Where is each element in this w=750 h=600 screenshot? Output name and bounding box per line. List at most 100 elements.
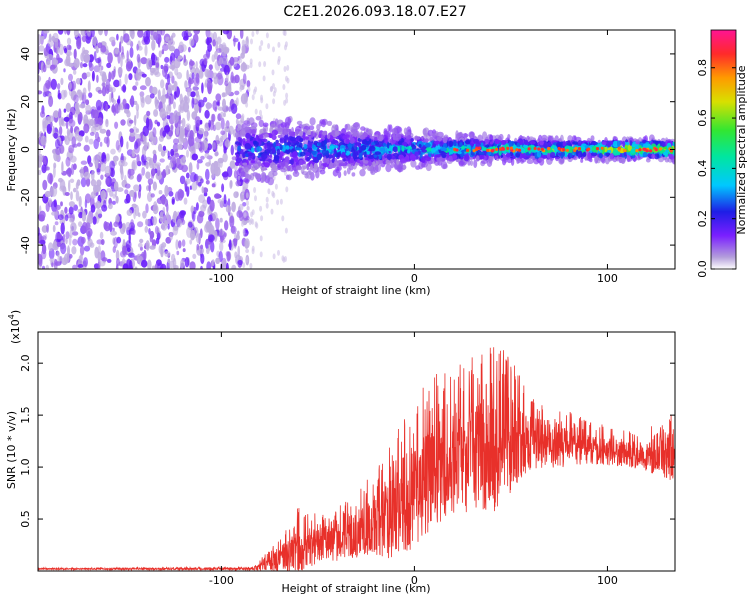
noise-cell xyxy=(69,155,77,163)
signal-cell xyxy=(386,141,390,149)
colorbar-tick-label: 0.2 xyxy=(696,210,709,228)
noise-cell xyxy=(84,135,89,143)
noise-cell xyxy=(228,239,232,251)
noise-cell xyxy=(68,234,72,246)
noise-cell xyxy=(184,133,188,138)
noise-cell xyxy=(234,232,238,240)
noise-cell xyxy=(157,143,163,152)
noise-cell xyxy=(39,239,46,245)
noise-cell xyxy=(214,106,217,112)
signal-cell xyxy=(313,163,318,170)
noise-cell xyxy=(160,150,166,157)
noise-cell xyxy=(64,214,69,222)
signal-cell xyxy=(410,159,417,168)
noise-cell xyxy=(229,56,235,66)
noise-cell xyxy=(207,37,212,44)
noise-cell xyxy=(195,202,199,211)
noise-cell xyxy=(211,259,215,267)
noise-cell xyxy=(242,262,246,269)
noise-cell xyxy=(189,129,194,140)
noise-cell xyxy=(42,265,45,269)
noise-cell xyxy=(134,141,139,150)
noise-cell xyxy=(241,39,245,46)
signal-cell xyxy=(553,146,558,152)
noise-cell xyxy=(174,152,180,158)
noise-cell xyxy=(47,38,55,48)
signal-cell xyxy=(436,156,442,162)
noise-cell xyxy=(109,93,112,103)
noise-cell xyxy=(43,30,50,34)
noise-cell xyxy=(160,79,165,89)
noise-cell xyxy=(54,261,62,266)
noise-cell xyxy=(85,99,90,106)
noise-cell xyxy=(173,91,177,100)
noise-cell xyxy=(144,44,148,57)
noise-cell xyxy=(205,162,211,167)
noise-cell xyxy=(222,30,230,35)
signal-cell xyxy=(418,144,422,148)
noise-cell xyxy=(171,253,176,263)
noise-cell xyxy=(119,78,122,87)
signal-cell xyxy=(261,173,266,183)
noise-cell xyxy=(88,138,94,145)
noise-cell xyxy=(251,31,255,37)
noise-cell xyxy=(93,154,100,165)
signal-cell xyxy=(392,136,399,141)
signal-cell xyxy=(539,140,544,146)
noise-cell xyxy=(194,102,199,114)
noise-cell xyxy=(250,38,253,45)
noise-cell xyxy=(111,97,115,103)
noise-cell xyxy=(201,82,204,94)
signal-cell xyxy=(276,148,281,155)
noise-cell xyxy=(89,131,95,136)
figure-title: C2E1.2026.093.18.07.E27 xyxy=(283,4,466,20)
noise-cell xyxy=(80,52,85,62)
signal-cell xyxy=(562,140,566,147)
noise-cell xyxy=(129,189,136,197)
y-tick-label: 1.0 xyxy=(19,458,32,476)
noise-cell xyxy=(171,196,175,203)
snr-panel: -100 0 100 0.5 1.0 1.5 2.0 Height of straight… xyxy=(5,310,676,595)
noise-cell xyxy=(164,56,170,63)
noise-cell xyxy=(137,173,143,181)
noise-cell xyxy=(46,166,50,171)
noise-cell xyxy=(254,86,258,93)
noise-cell xyxy=(115,195,119,204)
noise-cell xyxy=(259,109,262,116)
noise-cell xyxy=(176,218,182,228)
signal-cell xyxy=(251,132,256,139)
noise-cell xyxy=(53,132,58,139)
snr-x-axis: -100 0 100 xyxy=(209,332,618,587)
signal-peak xyxy=(600,146,604,150)
noise-cell xyxy=(158,50,162,58)
signal-cell xyxy=(270,123,276,128)
noise-cell xyxy=(262,75,266,82)
signal-cell xyxy=(341,151,346,158)
signal-peak xyxy=(540,147,545,151)
noise-cell xyxy=(140,57,148,65)
noise-cell xyxy=(241,220,244,227)
noise-cell xyxy=(41,164,47,174)
noise-cell xyxy=(141,154,145,167)
signal-cell xyxy=(505,152,511,158)
signal-cell xyxy=(526,159,534,164)
signal-peak xyxy=(491,148,495,152)
signal-cell xyxy=(556,142,562,147)
signal-cell xyxy=(267,177,275,186)
signal-cell xyxy=(366,136,370,142)
signal-cell xyxy=(489,141,494,145)
noise-cell xyxy=(242,61,246,70)
noise-cell xyxy=(195,233,202,244)
y-tick-label: -40 xyxy=(19,236,32,254)
noise-cell xyxy=(127,168,135,176)
noise-cell xyxy=(245,192,249,199)
signal-cell xyxy=(635,140,640,145)
noise-cell xyxy=(100,190,106,201)
signal-cell xyxy=(325,150,329,156)
noise-cell xyxy=(80,167,84,179)
signal-cell xyxy=(273,141,276,148)
signal-cell xyxy=(396,159,400,165)
noise-cell xyxy=(207,43,213,52)
signal-cell xyxy=(245,129,251,134)
noise-cell xyxy=(49,257,55,263)
